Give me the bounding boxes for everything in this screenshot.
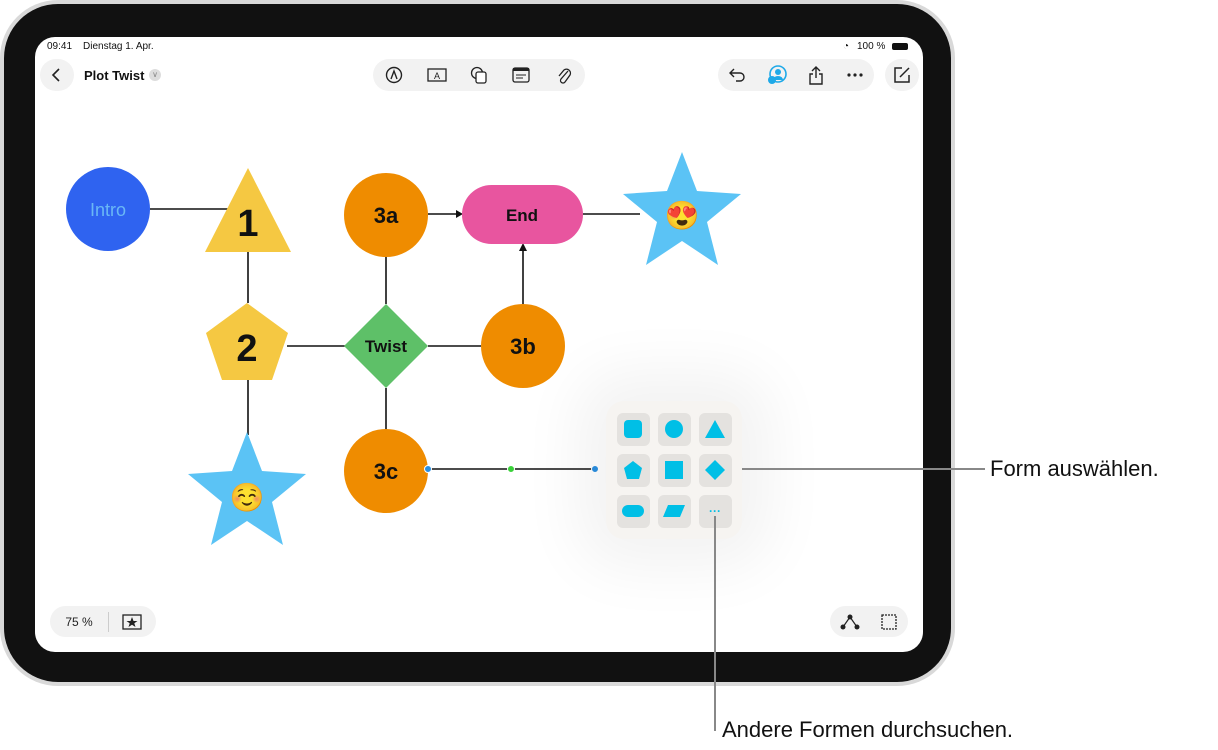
new-board-button[interactable] (885, 59, 919, 91)
triangle-icon (705, 420, 725, 438)
shapes-icon (470, 66, 487, 84)
back-button[interactable] (40, 59, 74, 91)
title-chevron-down-icon[interactable]: ∨ (149, 69, 161, 81)
note-icon (512, 67, 531, 83)
star-box-icon (122, 613, 142, 630)
arrowhead-icon (519, 243, 527, 251)
pentagon-icon (624, 461, 642, 479)
grid-icon (880, 613, 897, 630)
connection-nodes-icon (840, 614, 859, 629)
view-controls (830, 606, 908, 637)
node-3a-label: 3a (374, 203, 399, 228)
shape-triangle[interactable] (698, 412, 732, 446)
pen-icon (386, 66, 403, 84)
favorites-button[interactable] (109, 606, 155, 638)
pill-icon (622, 505, 644, 517)
node-triangle[interactable] (205, 168, 291, 252)
node-pentagon[interactable] (206, 303, 288, 380)
zoom-controls: 75 % (50, 606, 156, 637)
chevron-left-icon (51, 68, 60, 82)
shape-picker: ··· (606, 401, 742, 539)
divider (108, 611, 109, 632)
status-time: 09:41 (47, 41, 73, 52)
node-twist-label: Twist (365, 337, 408, 356)
connection-button[interactable] (832, 606, 868, 638)
shape-square[interactable] (657, 453, 691, 487)
connector-end-handle[interactable] (591, 465, 599, 473)
actions-toolbar (718, 59, 874, 91)
square-icon (665, 461, 683, 479)
node-3b[interactable] (481, 304, 565, 388)
undo-button[interactable] (718, 59, 757, 91)
node-3c-label: 3c (374, 459, 398, 484)
more-label: ··· (709, 504, 721, 518)
shape-circle[interactable] (657, 412, 691, 446)
shape-pentagon[interactable] (616, 453, 650, 487)
parallelogram-icon (663, 505, 685, 517)
node-intro[interactable] (66, 167, 150, 251)
more-button[interactable] (835, 59, 874, 91)
grid-button[interactable] (871, 606, 907, 638)
diamond-icon (705, 460, 725, 480)
node-2-label: 2 (236, 328, 257, 370)
collaboration-icon (767, 65, 787, 84)
battery-icon (892, 43, 908, 50)
node-3b-label: 3b (510, 334, 536, 359)
paperclip-icon (558, 68, 571, 84)
node-twist[interactable] (344, 304, 428, 388)
shape-diamond[interactable] (698, 453, 732, 487)
collaborate-button[interactable] (757, 59, 796, 91)
shape-parallelogram[interactable] (657, 494, 691, 528)
compose-icon (894, 67, 910, 83)
node-3c[interactable] (344, 429, 428, 513)
shapes-button[interactable] (458, 59, 500, 91)
node-end[interactable] (462, 185, 583, 244)
sticky-note-button[interactable] (500, 59, 542, 91)
circle-icon (665, 420, 683, 438)
star-top-emoji: 😍 (665, 200, 700, 231)
share-button[interactable] (796, 59, 835, 91)
zoom-level[interactable]: 75 % (65, 614, 93, 629)
wifi-icon: ◔ (843, 41, 850, 52)
node-1-label: 1 (237, 203, 258, 245)
text-box-button[interactable]: A (415, 59, 457, 91)
shape-rounded-square[interactable] (616, 412, 650, 446)
node-intro-label: Intro (90, 200, 126, 220)
share-icon (808, 66, 823, 85)
rounded-square-icon (624, 420, 642, 438)
arrowhead-icon (456, 210, 463, 218)
board-canvas[interactable]: Intro 1 2 Twist 3a 3b 3c End 😍 ☺️ (35, 37, 923, 652)
pen-tool-button[interactable] (373, 59, 415, 91)
undo-icon (728, 68, 745, 82)
shape-pill[interactable] (616, 494, 650, 528)
callout-browse-shapes: Andere Formen durchsuchen. (722, 717, 1014, 742)
node-star-top[interactable] (623, 152, 741, 265)
screen: 09:41 Dienstag 1. Apr. ◔ 100 % Plot Twis… (35, 37, 923, 652)
svg-text:A: A (434, 71, 440, 81)
connector-start-handle[interactable] (424, 465, 432, 473)
text-box-icon: A (426, 68, 447, 82)
attachment-button[interactable] (543, 59, 585, 91)
node-star-bottom[interactable] (188, 432, 306, 545)
node-3a[interactable] (344, 173, 428, 257)
insert-toolbar: A (373, 59, 585, 91)
connector-mid-handle[interactable] (507, 465, 515, 473)
node-end-label: End (506, 206, 538, 225)
ellipsis-icon (846, 73, 863, 77)
status-battery: 100 % (857, 41, 886, 52)
status-date: Dienstag 1. Apr. (83, 41, 154, 52)
callout-choose-shape: Form auswählen. (990, 456, 1159, 481)
star-bottom-emoji: ☺️ (230, 482, 265, 513)
board-title[interactable]: Plot Twist (84, 68, 145, 83)
